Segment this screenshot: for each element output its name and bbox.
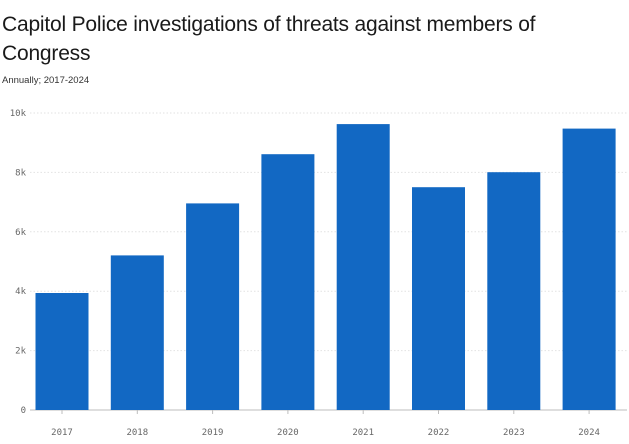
bar-2020 [261,154,315,410]
y-tick-label: 4k [15,287,26,297]
bar-2023 [487,172,541,410]
y-tick-label: 6k [15,228,26,238]
bar-2017 [35,293,89,410]
y-tick-label: 2k [15,347,26,357]
x-tick-label: 2021 [352,428,374,438]
y-tick-label: 8k [15,168,26,178]
x-tick-label: 2024 [578,428,600,438]
x-tick-label: 2020 [277,428,299,438]
x-tick-label: 2017 [51,428,73,438]
chart-title: Capitol Police investigations of threats… [2,13,536,65]
bar-2019 [186,203,240,410]
bar-2022 [412,187,465,410]
x-tick-label: 2018 [126,428,148,438]
x-tick-label: 2022 [428,428,450,438]
chart-subtitle: Annually; 2017-2024 [2,75,90,86]
bar-2021 [336,124,390,410]
bar-2018 [110,255,164,410]
bar-2024 [562,128,616,410]
x-tick-label: 2019 [202,428,224,438]
y-tick-label: 0 [21,406,26,416]
y-tick-label: 10k [10,109,27,119]
x-tick-label: 2023 [503,428,525,438]
